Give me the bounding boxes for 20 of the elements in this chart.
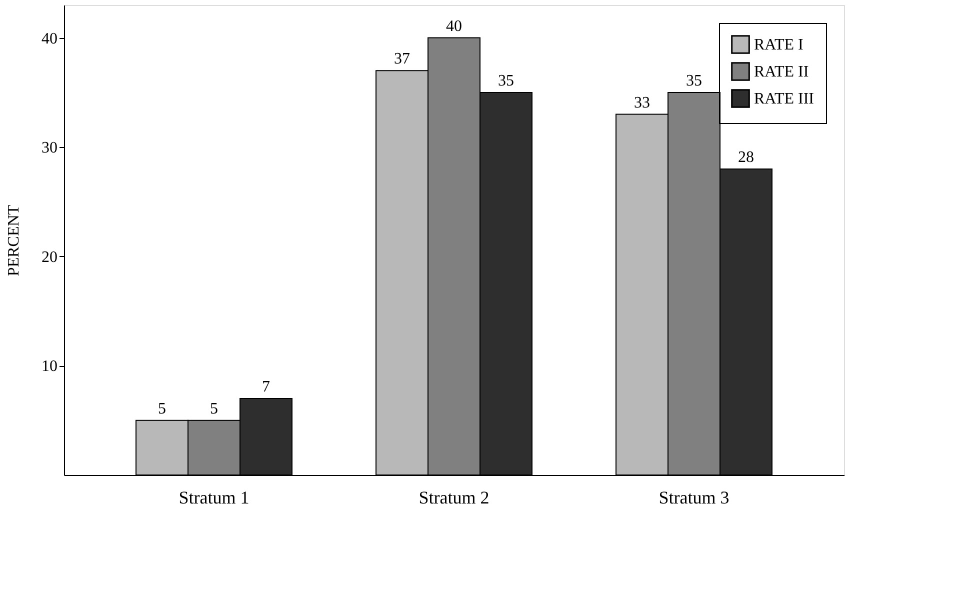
data-label: 37	[394, 50, 410, 68]
data-label: 40	[446, 18, 462, 35]
x-tick-label: Stratum 1	[178, 488, 250, 508]
data-label: 35	[686, 72, 702, 90]
data-label: 7	[262, 378, 270, 396]
data-label: 5	[158, 400, 166, 418]
y-tick-label: 30	[42, 140, 58, 157]
x-tick-label: Stratum 2	[418, 488, 490, 508]
legend-label: RATE II	[754, 64, 809, 80]
data-label: 33	[634, 94, 650, 112]
y-tick-label: 10	[42, 358, 58, 376]
legend-label: RATE I	[754, 36, 804, 54]
data-label: 35	[498, 72, 514, 90]
legend-label: RATE III	[754, 90, 814, 108]
y-axis-title: PERCENT	[6, 204, 22, 276]
x-tick-label: Stratum 3	[658, 488, 730, 508]
data-label: 28	[738, 148, 754, 166]
y-tick-label: 20	[42, 248, 58, 266]
data-label: 5	[210, 400, 218, 418]
y-tick-label: 40	[42, 30, 58, 48]
